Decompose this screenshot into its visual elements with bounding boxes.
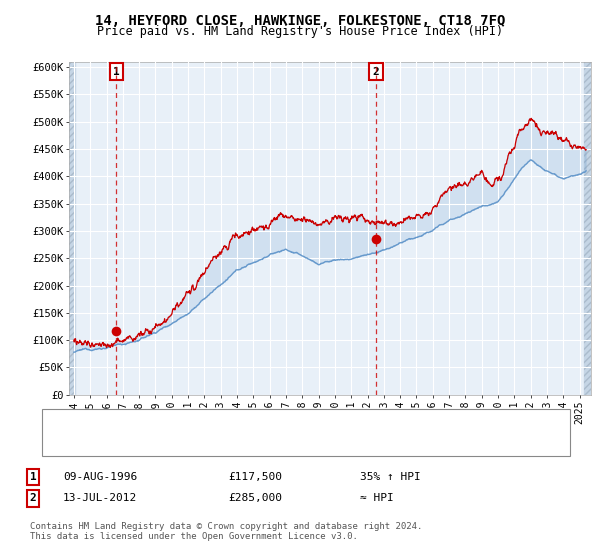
Text: 13-JUL-2012: 13-JUL-2012 [63, 493, 137, 503]
Text: 09-AUG-1996: 09-AUG-1996 [63, 472, 137, 482]
Text: 2: 2 [373, 67, 380, 77]
Text: ———: ——— [51, 438, 74, 451]
Text: ———: ——— [51, 416, 74, 428]
Text: 35% ↑ HPI: 35% ↑ HPI [360, 472, 421, 482]
Text: £285,000: £285,000 [228, 493, 282, 503]
Text: 1: 1 [29, 472, 37, 482]
Bar [584, 62, 591, 395]
Text: £117,500: £117,500 [228, 472, 282, 482]
Text: Contains HM Land Registry data © Crown copyright and database right 2024.
This d: Contains HM Land Registry data © Crown c… [30, 522, 422, 542]
Bar [584, 62, 591, 395]
Text: 1: 1 [113, 67, 119, 77]
Text: Price paid vs. HM Land Registry's House Price Index (HPI): Price paid vs. HM Land Registry's House … [97, 25, 503, 38]
Text: 14, HEYFORD CLOSE, HAWKINGE, FOLKESTONE, CT18 7FQ (detached house): 14, HEYFORD CLOSE, HAWKINGE, FOLKESTONE,… [93, 417, 481, 427]
Text: ≈ HPI: ≈ HPI [360, 493, 394, 503]
Bar [69, 62, 75, 395]
Text: 14, HEYFORD CLOSE, HAWKINGE, FOLKESTONE, CT18 7FQ: 14, HEYFORD CLOSE, HAWKINGE, FOLKESTONE,… [95, 14, 505, 28]
Text: HPI: Average price, detached house, Folkestone and Hythe: HPI: Average price, detached house, Folk… [93, 440, 422, 450]
Text: 2: 2 [29, 493, 37, 503]
Bar [69, 62, 75, 395]
